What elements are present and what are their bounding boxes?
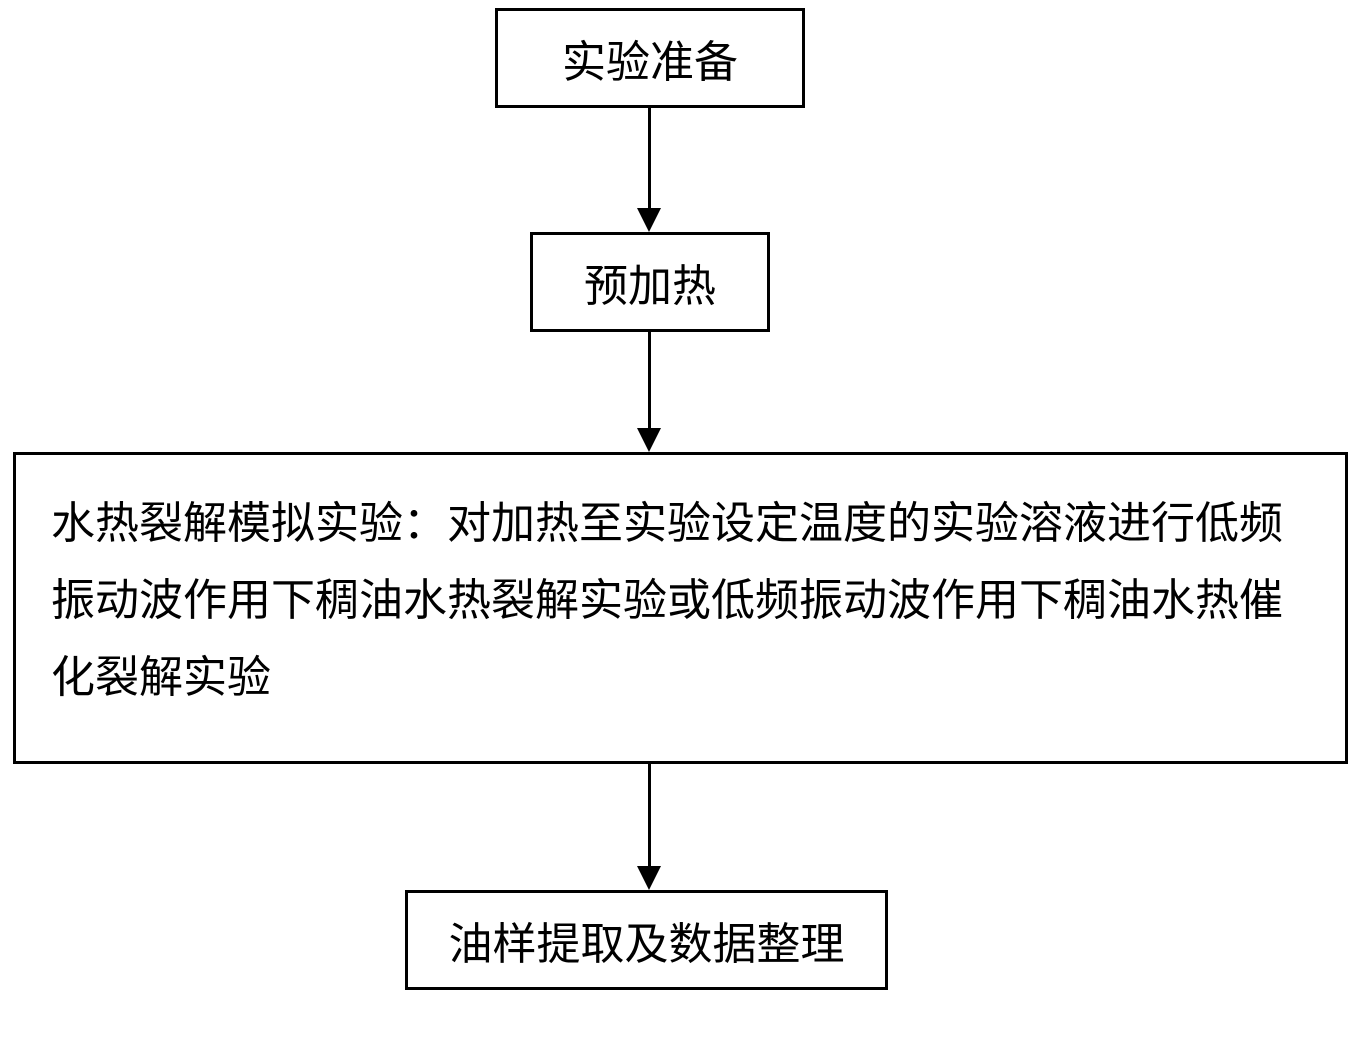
flowchart-node-step1: 实验准备: [495, 8, 805, 108]
flowchart-container: 实验准备 预加热 水热裂解模拟实验：对加热至实验设定温度的实验溶液进行低频振动波…: [0, 0, 1359, 1056]
flowchart-arrow-1: [637, 108, 661, 232]
flowchart-node-step3: 水热裂解模拟实验：对加热至实验设定温度的实验溶液进行低频振动波作用下稠油水热裂解…: [13, 452, 1348, 764]
node-label: 预加热: [584, 250, 716, 314]
flowchart-arrow-3: [637, 764, 661, 890]
arrow-head-icon: [637, 428, 661, 452]
node-label: 实验准备: [562, 26, 738, 90]
arrow-head-icon: [637, 866, 661, 890]
node-label: 油样提取及数据整理: [449, 908, 845, 972]
node-label: 水热裂解模拟实验：对加热至实验设定温度的实验溶液进行低频振动波作用下稠油水热裂解…: [51, 485, 1310, 716]
arrow-head-icon: [637, 208, 661, 232]
flowchart-arrow-2: [637, 332, 661, 452]
arrow-line: [648, 764, 651, 866]
flowchart-node-step4: 油样提取及数据整理: [405, 890, 888, 990]
flowchart-node-step2: 预加热: [530, 232, 770, 332]
arrow-line: [648, 332, 651, 428]
arrow-line: [648, 108, 651, 208]
